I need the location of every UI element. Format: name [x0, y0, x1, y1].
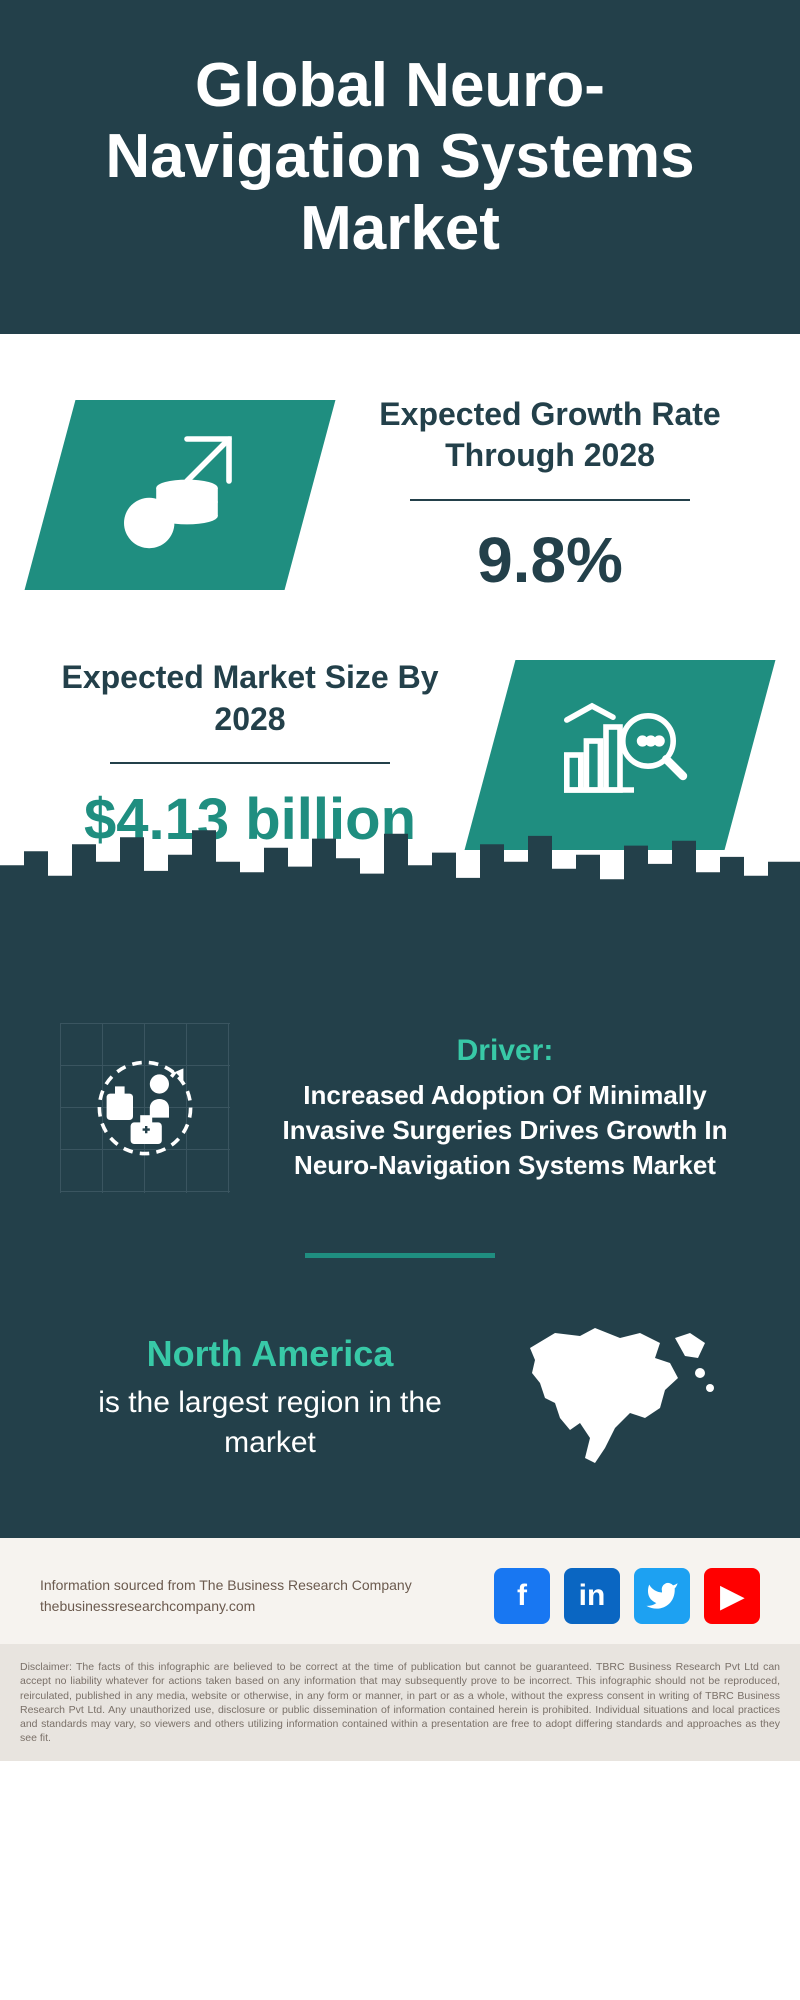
region-sub: is the largest region in the market [70, 1383, 470, 1464]
growth-rate-value: 9.8% [350, 523, 750, 597]
teal-divider [305, 1253, 495, 1258]
source-line2: thebusinessresearchcompany.com [40, 1596, 412, 1617]
header: Global Neuro-Navigation Systems Market [0, 0, 800, 334]
growth-rate-text: Expected Growth Rate Through 2028 9.8% [350, 394, 750, 597]
region-text: North America is the largest region in t… [70, 1333, 470, 1464]
driver-text: Driver: Increased Adoption Of Minimally … [270, 1034, 740, 1183]
chart-magnify-icon [550, 678, 690, 832]
youtube-icon[interactable]: ▶ [704, 1568, 760, 1624]
source-line1: Information sourced from The Business Re… [40, 1575, 412, 1596]
divider [410, 499, 690, 501]
market-size-icon-box [465, 660, 776, 850]
twitter-icon[interactable] [634, 1568, 690, 1624]
market-size-label: Expected Market Size By 2028 [50, 657, 450, 740]
source-text: Information sourced from The Business Re… [40, 1575, 412, 1617]
region-name: North America [70, 1333, 470, 1375]
dollar-growth-icon: $ [110, 418, 250, 572]
skyline-divider [0, 893, 800, 1003]
facebook-icon[interactable]: f [494, 1568, 550, 1624]
north-america-map-icon [510, 1318, 730, 1478]
disclaimer: Disclaimer: The facts of this infographi… [0, 1644, 800, 1761]
driver-block: Driver: Increased Adoption Of Minimally … [60, 1023, 740, 1193]
footer: Information sourced from The Business Re… [0, 1538, 800, 1644]
growth-rate-label: Expected Growth Rate Through 2028 [350, 394, 750, 477]
svg-text:$: $ [141, 507, 158, 542]
divider [110, 762, 390, 764]
growth-rate-section: $ Expected Growth Rate Through 2028 9.8% [0, 334, 800, 637]
linkedin-icon[interactable]: in [564, 1568, 620, 1624]
driver-label: Driver: [270, 1034, 740, 1068]
region-block: North America is the largest region in t… [60, 1318, 740, 1478]
page-title: Global Neuro-Navigation Systems Market [40, 50, 760, 264]
driver-body: Increased Adoption Of Minimally Invasive… [270, 1078, 740, 1183]
medical-network-icon [60, 1023, 230, 1193]
market-size-text: Expected Market Size By 2028 $4.13 billi… [50, 657, 450, 853]
growth-rate-icon-box: $ [25, 400, 336, 590]
social-icons: f in ▶ [494, 1568, 760, 1624]
dark-section: Driver: Increased Adoption Of Minimally … [0, 1003, 800, 1538]
